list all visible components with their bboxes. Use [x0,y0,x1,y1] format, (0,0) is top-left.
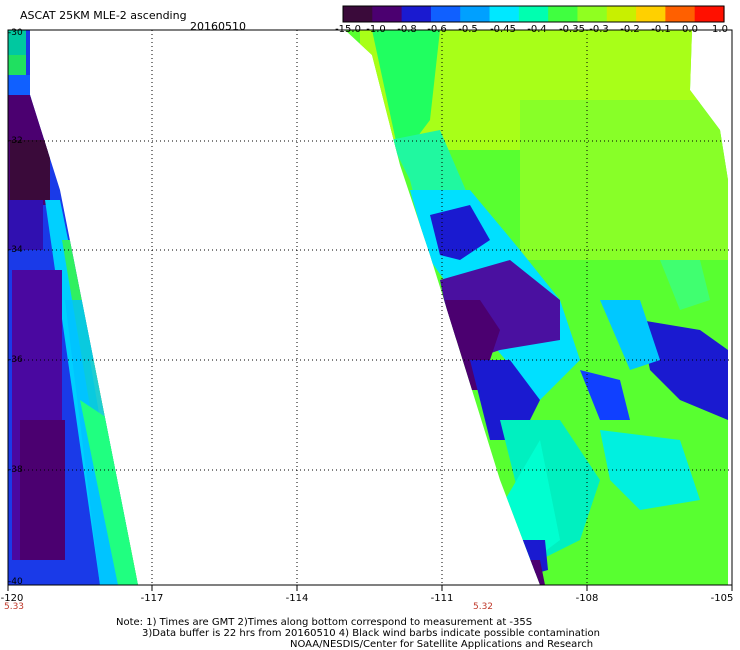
colorbar-label: -0.3 [589,24,609,35]
colorbar-border [342,5,725,23]
colorbar-segment [606,6,637,22]
colorbar-segment [460,6,491,22]
colorbar-segment [665,6,696,22]
colorbar-segment [489,6,520,22]
lat-label: -40 [8,577,23,587]
lat-label: -38 [8,465,23,475]
colorbar-segment [430,6,461,22]
lon-label: -117 [140,593,164,604]
lon-label: -111 [430,593,454,604]
lon-label: -114 [285,593,309,604]
axis-ticks [7,585,733,591]
colorbar-label: -15.0 [335,24,361,35]
colorbar-label: -0.2 [620,24,640,35]
map-title: ASCAT 25KM MLE-2 ascending [20,9,187,22]
colorbar-label: 1.0 [712,24,728,35]
graticule [8,30,732,585]
lon-label: -120 [0,593,24,604]
colorbar-label: -0.4 [527,24,547,35]
colorbar-segment [548,6,579,22]
colorbar-label: -0.5 [458,24,478,35]
colorbar-segment [401,6,432,22]
colorbar-label: -0.45 [490,24,516,35]
colorbar-segment [518,6,549,22]
time-label: 5.33 [3,602,25,612]
colorbar-segment [577,6,608,22]
map-date: 20160510 [190,20,246,33]
note-line-3: NOAA/NESDIS/Center for Satellite Applica… [290,639,594,650]
colorbar-label: 0.0 [682,24,698,35]
right-swath [345,30,728,585]
map-frame [7,29,733,586]
left-swath [8,30,138,585]
lon-label: -105 [710,593,734,604]
colorbar [342,5,725,23]
colorbar-label: -0.6 [427,24,447,35]
lat-label: -30 [8,28,23,38]
colorbar-segment [636,6,666,22]
note-line-2: 3)Data buffer is 22 hrs from 20160510 4)… [142,628,600,639]
colorbar-segment [343,6,373,22]
note-line-1: Note: 1) Times are GMT 2)Times along bot… [116,617,533,628]
lat-label: -36 [8,355,23,365]
colorbar-label: -1.0 [366,24,386,35]
lat-label: -34 [8,245,23,255]
time-label: 5.32 [472,602,494,612]
colorbar-label: -0.35 [559,24,585,35]
colorbar-label: -0.8 [397,24,417,35]
lat-label: -32 [8,136,23,146]
colorbar-segment [372,6,403,22]
lon-label: -108 [575,593,599,604]
colorbar-segment [694,6,725,22]
colorbar-label: -0.1 [651,24,671,35]
